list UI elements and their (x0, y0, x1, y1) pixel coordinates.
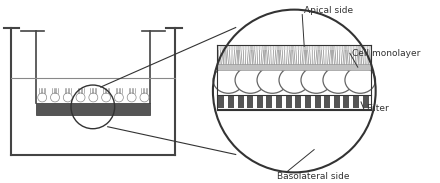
Circle shape (140, 93, 149, 102)
Bar (343, 96, 349, 108)
Bar (363, 96, 369, 108)
Text: Basolateral side: Basolateral side (277, 172, 350, 181)
Bar (257, 96, 263, 108)
Circle shape (76, 93, 85, 102)
Bar (315, 96, 320, 108)
Bar (305, 96, 311, 108)
Circle shape (102, 93, 110, 102)
Bar (324, 96, 330, 108)
Bar (228, 96, 234, 108)
Bar (334, 96, 340, 108)
Ellipse shape (279, 67, 310, 93)
Text: Apical side: Apical side (304, 6, 353, 15)
Bar (295, 96, 301, 108)
Bar (276, 96, 282, 108)
Circle shape (127, 93, 136, 102)
Circle shape (51, 93, 59, 102)
Text: Cell monolayer: Cell monolayer (352, 49, 420, 58)
Circle shape (213, 10, 376, 172)
Circle shape (63, 93, 72, 102)
Circle shape (38, 93, 47, 102)
Ellipse shape (213, 67, 244, 93)
Bar (217, 64, 371, 70)
Ellipse shape (301, 67, 332, 93)
Bar (217, 45, 371, 50)
Circle shape (89, 93, 98, 102)
Bar (247, 96, 253, 108)
Ellipse shape (323, 67, 353, 93)
Bar (353, 96, 359, 108)
Ellipse shape (235, 67, 266, 93)
Text: Filter: Filter (366, 104, 389, 113)
Circle shape (114, 93, 123, 102)
Bar (238, 96, 244, 108)
Bar (36, 103, 150, 115)
Ellipse shape (257, 67, 288, 93)
Ellipse shape (345, 67, 375, 93)
Bar (286, 96, 292, 108)
Bar (267, 96, 272, 108)
Bar (218, 96, 224, 108)
